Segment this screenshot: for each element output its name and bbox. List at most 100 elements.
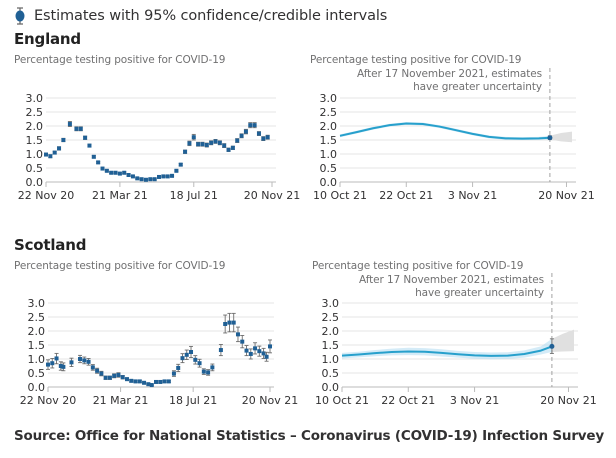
data-point	[103, 375, 108, 380]
point-marker	[261, 136, 266, 141]
point-marker	[50, 361, 55, 366]
point-marker	[95, 368, 100, 373]
y-tick-label: 2.5	[26, 106, 44, 119]
y-tick-label: 2.5	[320, 106, 338, 119]
point-marker	[209, 140, 214, 145]
y-tick-label: 1.0	[26, 148, 44, 161]
point-marker	[206, 370, 211, 375]
x-tick-label: 22 Nov 20	[20, 394, 76, 407]
y-tick-label: 0.0	[322, 381, 340, 394]
data-point	[201, 368, 206, 375]
point-marker	[223, 322, 228, 326]
point-marker	[252, 123, 257, 128]
data-point	[82, 356, 87, 365]
data-point	[268, 339, 272, 354]
data-point	[50, 357, 55, 369]
x-tick-label: 21 Mar 21	[93, 394, 149, 407]
point-marker	[116, 372, 121, 377]
point-marker	[129, 378, 134, 383]
y-tick-label: 2.5	[28, 311, 46, 324]
y-tick-label: 1.0	[322, 353, 340, 366]
england-note-line2: have greater uncertainty	[413, 81, 542, 93]
point-marker	[248, 123, 253, 128]
point-marker	[200, 142, 205, 147]
x-tick-label: 3 Nov 21	[448, 189, 497, 202]
point-marker	[268, 344, 272, 349]
data-point	[142, 380, 147, 385]
data-point	[261, 136, 266, 142]
data-point	[187, 140, 192, 147]
data-point	[235, 326, 240, 343]
data-point	[83, 135, 88, 140]
england-weekly-chart: 0.00.51.01.52.02.53.0 22 Nov 20 21 Mar 21 1…	[18, 92, 300, 202]
data-point	[204, 142, 209, 148]
data-point	[52, 150, 57, 155]
y-tick-label: 1.5	[320, 134, 338, 147]
error-bar-point-icon	[15, 7, 25, 25]
scotland-note-line2: have greater uncertainty	[415, 287, 544, 299]
point-marker	[183, 149, 188, 154]
point-marker	[103, 375, 108, 380]
point-marker	[74, 126, 79, 131]
y-tick-label: 1.5	[28, 339, 46, 352]
data-point	[122, 170, 127, 175]
point-marker	[90, 365, 95, 370]
data-point	[87, 143, 92, 148]
point-marker	[126, 173, 131, 177]
data-point	[200, 141, 205, 147]
scotland-heading: Scotland	[14, 236, 87, 254]
data-point	[178, 162, 183, 167]
data-point	[265, 134, 270, 140]
data-point	[174, 168, 179, 173]
data-point	[135, 176, 140, 181]
point-marker	[78, 126, 83, 131]
data-point	[137, 379, 142, 384]
point-marker	[82, 358, 87, 363]
x-tick-label: 10 Oct 21	[313, 189, 367, 202]
y-tick-label: 2.5	[322, 311, 340, 324]
confidence-band	[342, 338, 552, 360]
point-marker	[69, 360, 74, 365]
latest-estimate-marker	[547, 135, 553, 141]
point-marker	[52, 150, 57, 155]
data-point	[130, 174, 135, 179]
y-tick-label: 0.0	[320, 176, 338, 189]
data-point	[61, 137, 66, 143]
y-tick-label: 0.5	[26, 162, 44, 175]
data-point	[257, 345, 262, 357]
point-marker	[96, 160, 101, 165]
data-point	[116, 372, 121, 378]
y-tick-label: 1.5	[26, 134, 44, 147]
data-point	[146, 382, 151, 387]
data-point	[239, 133, 244, 139]
data-point	[196, 141, 201, 147]
data-point	[154, 379, 159, 384]
data-point	[157, 174, 161, 179]
data-point	[148, 177, 153, 182]
data-point	[176, 363, 181, 373]
data-point	[213, 138, 218, 144]
data-point	[191, 133, 196, 141]
point-marker	[58, 364, 63, 368]
scotland-weekly-chart: 0.00.51.01.52.02.53.0 22 Nov 20 21 Mar 21 1…	[20, 297, 298, 407]
data-point	[90, 364, 95, 371]
point-marker	[180, 356, 185, 361]
data-point	[149, 383, 154, 388]
point-marker	[87, 143, 92, 148]
point-marker	[210, 365, 215, 370]
data-point	[96, 160, 101, 165]
x-tick-label: 20 Nov 21	[244, 189, 300, 202]
data-point	[99, 370, 104, 377]
point-marker	[227, 320, 232, 325]
point-marker	[61, 364, 66, 369]
point-marker	[230, 145, 235, 150]
england-right-subtitle: Percentage testing positive for COVID-19	[310, 54, 522, 66]
data-point	[240, 335, 245, 349]
data-point	[226, 147, 231, 152]
uncertainty-band-future	[549, 131, 572, 143]
point-marker	[197, 361, 202, 366]
point-marker	[248, 351, 253, 356]
data-point	[197, 358, 202, 368]
y-tick-label: 2.0	[26, 120, 44, 133]
data-point	[104, 168, 109, 173]
